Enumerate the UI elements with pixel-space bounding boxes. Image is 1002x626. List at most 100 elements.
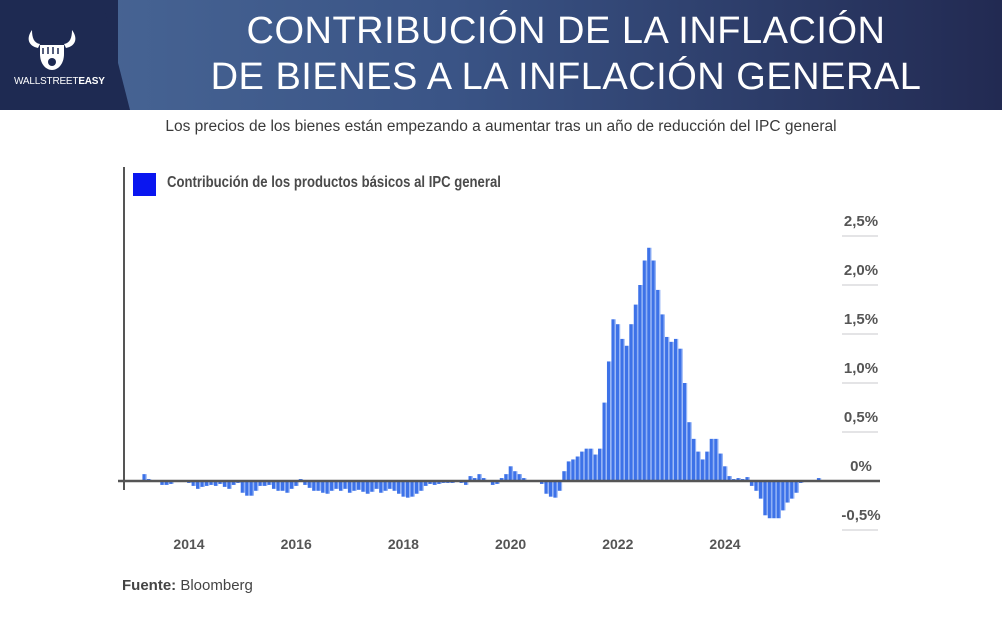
bar-highlight xyxy=(703,459,706,481)
bar-highlight xyxy=(288,481,290,493)
bar xyxy=(580,451,584,481)
y-tick-label: 1,0% xyxy=(844,360,878,377)
bar xyxy=(432,481,436,485)
bar-highlight xyxy=(163,481,165,485)
bar xyxy=(767,481,771,519)
y-tick-label: -0,5% xyxy=(841,507,880,524)
bar xyxy=(736,478,740,481)
bar-highlight xyxy=(601,448,603,481)
bar xyxy=(410,481,414,497)
bar-highlight xyxy=(525,478,527,481)
bar-highlight xyxy=(337,481,339,489)
source-value: Bloomberg xyxy=(180,577,253,594)
bar-highlight xyxy=(435,481,438,485)
bar xyxy=(539,481,544,484)
bar xyxy=(191,481,195,486)
bar-highlight xyxy=(578,456,580,481)
bar-highlight xyxy=(203,481,205,487)
bar-highlight xyxy=(480,474,482,481)
bar xyxy=(365,481,369,494)
bar-highlight xyxy=(547,481,549,494)
bar-highlight xyxy=(261,481,263,486)
bar xyxy=(495,481,499,484)
bar xyxy=(343,481,347,489)
bar xyxy=(624,345,629,481)
bar-highlight xyxy=(672,341,674,481)
bar xyxy=(164,481,168,485)
bar xyxy=(629,324,633,481)
bar-highlight xyxy=(257,481,259,491)
bar xyxy=(553,481,557,498)
brand-name: WALLSTREETEASY xyxy=(14,76,105,87)
bar xyxy=(727,476,731,481)
bar-highlight xyxy=(498,481,500,484)
bar xyxy=(598,448,602,481)
bar xyxy=(254,481,258,491)
bar-highlight xyxy=(328,481,330,494)
source-note: Fuente: Bloomberg xyxy=(122,577,253,594)
bar-highlight xyxy=(632,324,634,481)
bar-highlight xyxy=(431,481,433,484)
bar-highlight xyxy=(507,474,509,481)
bar xyxy=(593,454,597,481)
bar-highlight xyxy=(270,481,272,485)
bar xyxy=(620,338,624,481)
bar-highlight xyxy=(623,338,625,481)
bar xyxy=(330,481,334,491)
bar-highlight xyxy=(418,481,420,494)
bar-highlight xyxy=(708,451,710,481)
bar xyxy=(196,481,200,489)
title-line-2: DE BIENES A LA INFLACIÓN GENERAL xyxy=(210,56,922,98)
bar-highlight xyxy=(360,481,362,490)
bar-highlight xyxy=(386,481,388,491)
y-tick-label: 2,5% xyxy=(844,213,878,230)
bar xyxy=(316,481,320,491)
bar-highlight xyxy=(650,247,652,481)
bar-highlight xyxy=(788,481,790,503)
bar-highlight xyxy=(641,285,643,481)
bar-highlight xyxy=(382,481,384,493)
bar xyxy=(669,341,673,481)
x-tick-label: 2022 xyxy=(602,536,633,552)
bar xyxy=(472,478,477,481)
bar-highlight xyxy=(413,481,415,497)
bar xyxy=(379,481,383,493)
bar-highlight xyxy=(315,481,317,491)
bar-highlight xyxy=(502,478,505,481)
x-tick-label: 2014 xyxy=(173,536,204,552)
bar xyxy=(209,481,213,485)
bar-highlight xyxy=(230,481,232,489)
bar-highlight xyxy=(663,314,665,481)
legend-label: Contribución de los productos básicos al… xyxy=(167,174,501,191)
bar xyxy=(691,438,696,481)
bar xyxy=(392,481,396,491)
bar-highlight xyxy=(467,481,469,485)
bar-highlight xyxy=(212,481,214,485)
bar xyxy=(499,478,503,481)
bar-highlight xyxy=(797,481,799,493)
header-banner: WALLSTREETEASY CONTRIBUCIÓN DE LA INFLAC… xyxy=(0,0,1002,110)
bar-highlight xyxy=(596,454,598,481)
bar xyxy=(700,459,704,481)
bar xyxy=(240,481,244,493)
bar-highlight xyxy=(221,481,223,484)
bar-highlight xyxy=(400,481,402,494)
bar xyxy=(615,324,620,481)
bar-highlight xyxy=(520,474,522,481)
bar xyxy=(656,289,660,481)
bar-highlight xyxy=(234,481,237,485)
bar xyxy=(633,304,637,481)
bar-highlight xyxy=(494,481,496,485)
bar xyxy=(794,481,798,493)
x-tick-label: 2016 xyxy=(281,536,312,552)
bar-highlight xyxy=(194,481,196,486)
bar-highlight xyxy=(793,481,795,499)
bar-highlight xyxy=(605,402,607,481)
bar xyxy=(307,481,311,488)
bar-highlight xyxy=(775,481,777,519)
bar-highlight xyxy=(279,481,281,491)
x-tick-label: 2020 xyxy=(495,536,526,552)
bar-highlight xyxy=(377,481,379,489)
bar-highlight xyxy=(391,481,393,489)
bar-highlight xyxy=(333,481,335,491)
